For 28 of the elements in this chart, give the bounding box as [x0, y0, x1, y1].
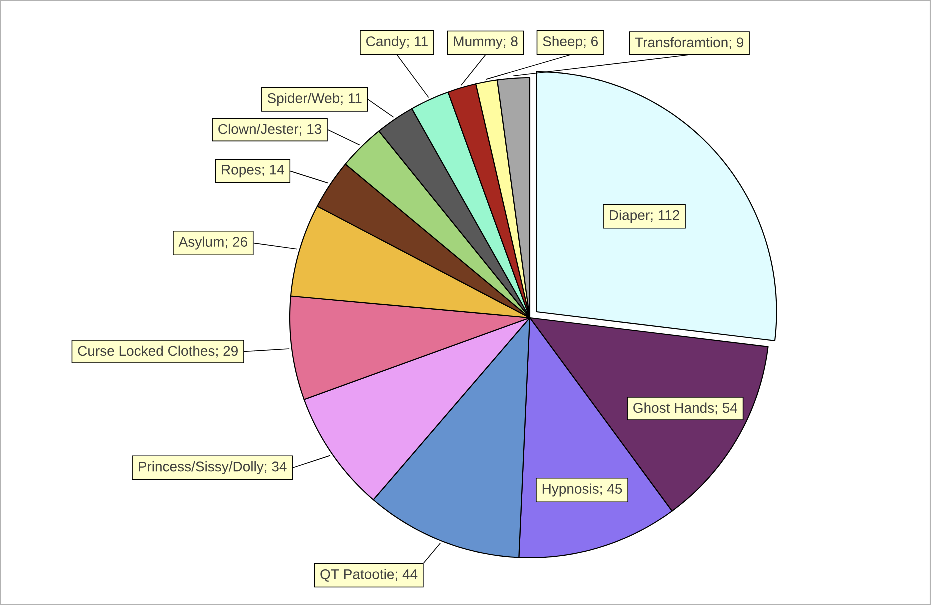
slice-label: Spider/Web: [268, 93, 340, 106]
data-label: ; 9: [730, 38, 744, 50]
slice-label: Mummy: [454, 36, 503, 50]
slice-label: Asylum: [178, 236, 224, 250]
slice-label: Ropes: [222, 165, 261, 178]
data-label: ; 13: [300, 124, 322, 136]
data-label: ; 29: [216, 346, 238, 358]
data-label: ; 26: [226, 237, 248, 249]
slice-label: QT Patootie: [320, 569, 394, 582]
data-label: ; 112: [651, 210, 680, 222]
data-label: ; 14: [262, 165, 284, 176]
slice-label: Transforamtion: [635, 37, 728, 48]
data-label: ; 54: [716, 403, 738, 415]
slice-label: Ghost Hands: [634, 402, 714, 414]
slice-label: Candy: [366, 36, 406, 50]
data-label: ; 6: [584, 36, 598, 48]
slice-label: Sheep: [543, 36, 582, 50]
data-label: ; 44: [396, 570, 418, 582]
slice-label: Princess/Sissy/Dolly: [139, 461, 264, 474]
data-label: ; 11: [408, 36, 428, 48]
data-label: ; 34: [265, 462, 287, 474]
slice-label: Diaper: [610, 210, 650, 224]
slice-label: Hypnosis: [542, 484, 599, 497]
data-label: ; 45: [600, 484, 622, 496]
slice-label: Curse Locked Clothes: [78, 346, 215, 356]
slice-label: Clown/Jester: [218, 124, 299, 134]
data-label: ; 11: [341, 94, 362, 106]
data-label: ; 8: [504, 36, 518, 48]
